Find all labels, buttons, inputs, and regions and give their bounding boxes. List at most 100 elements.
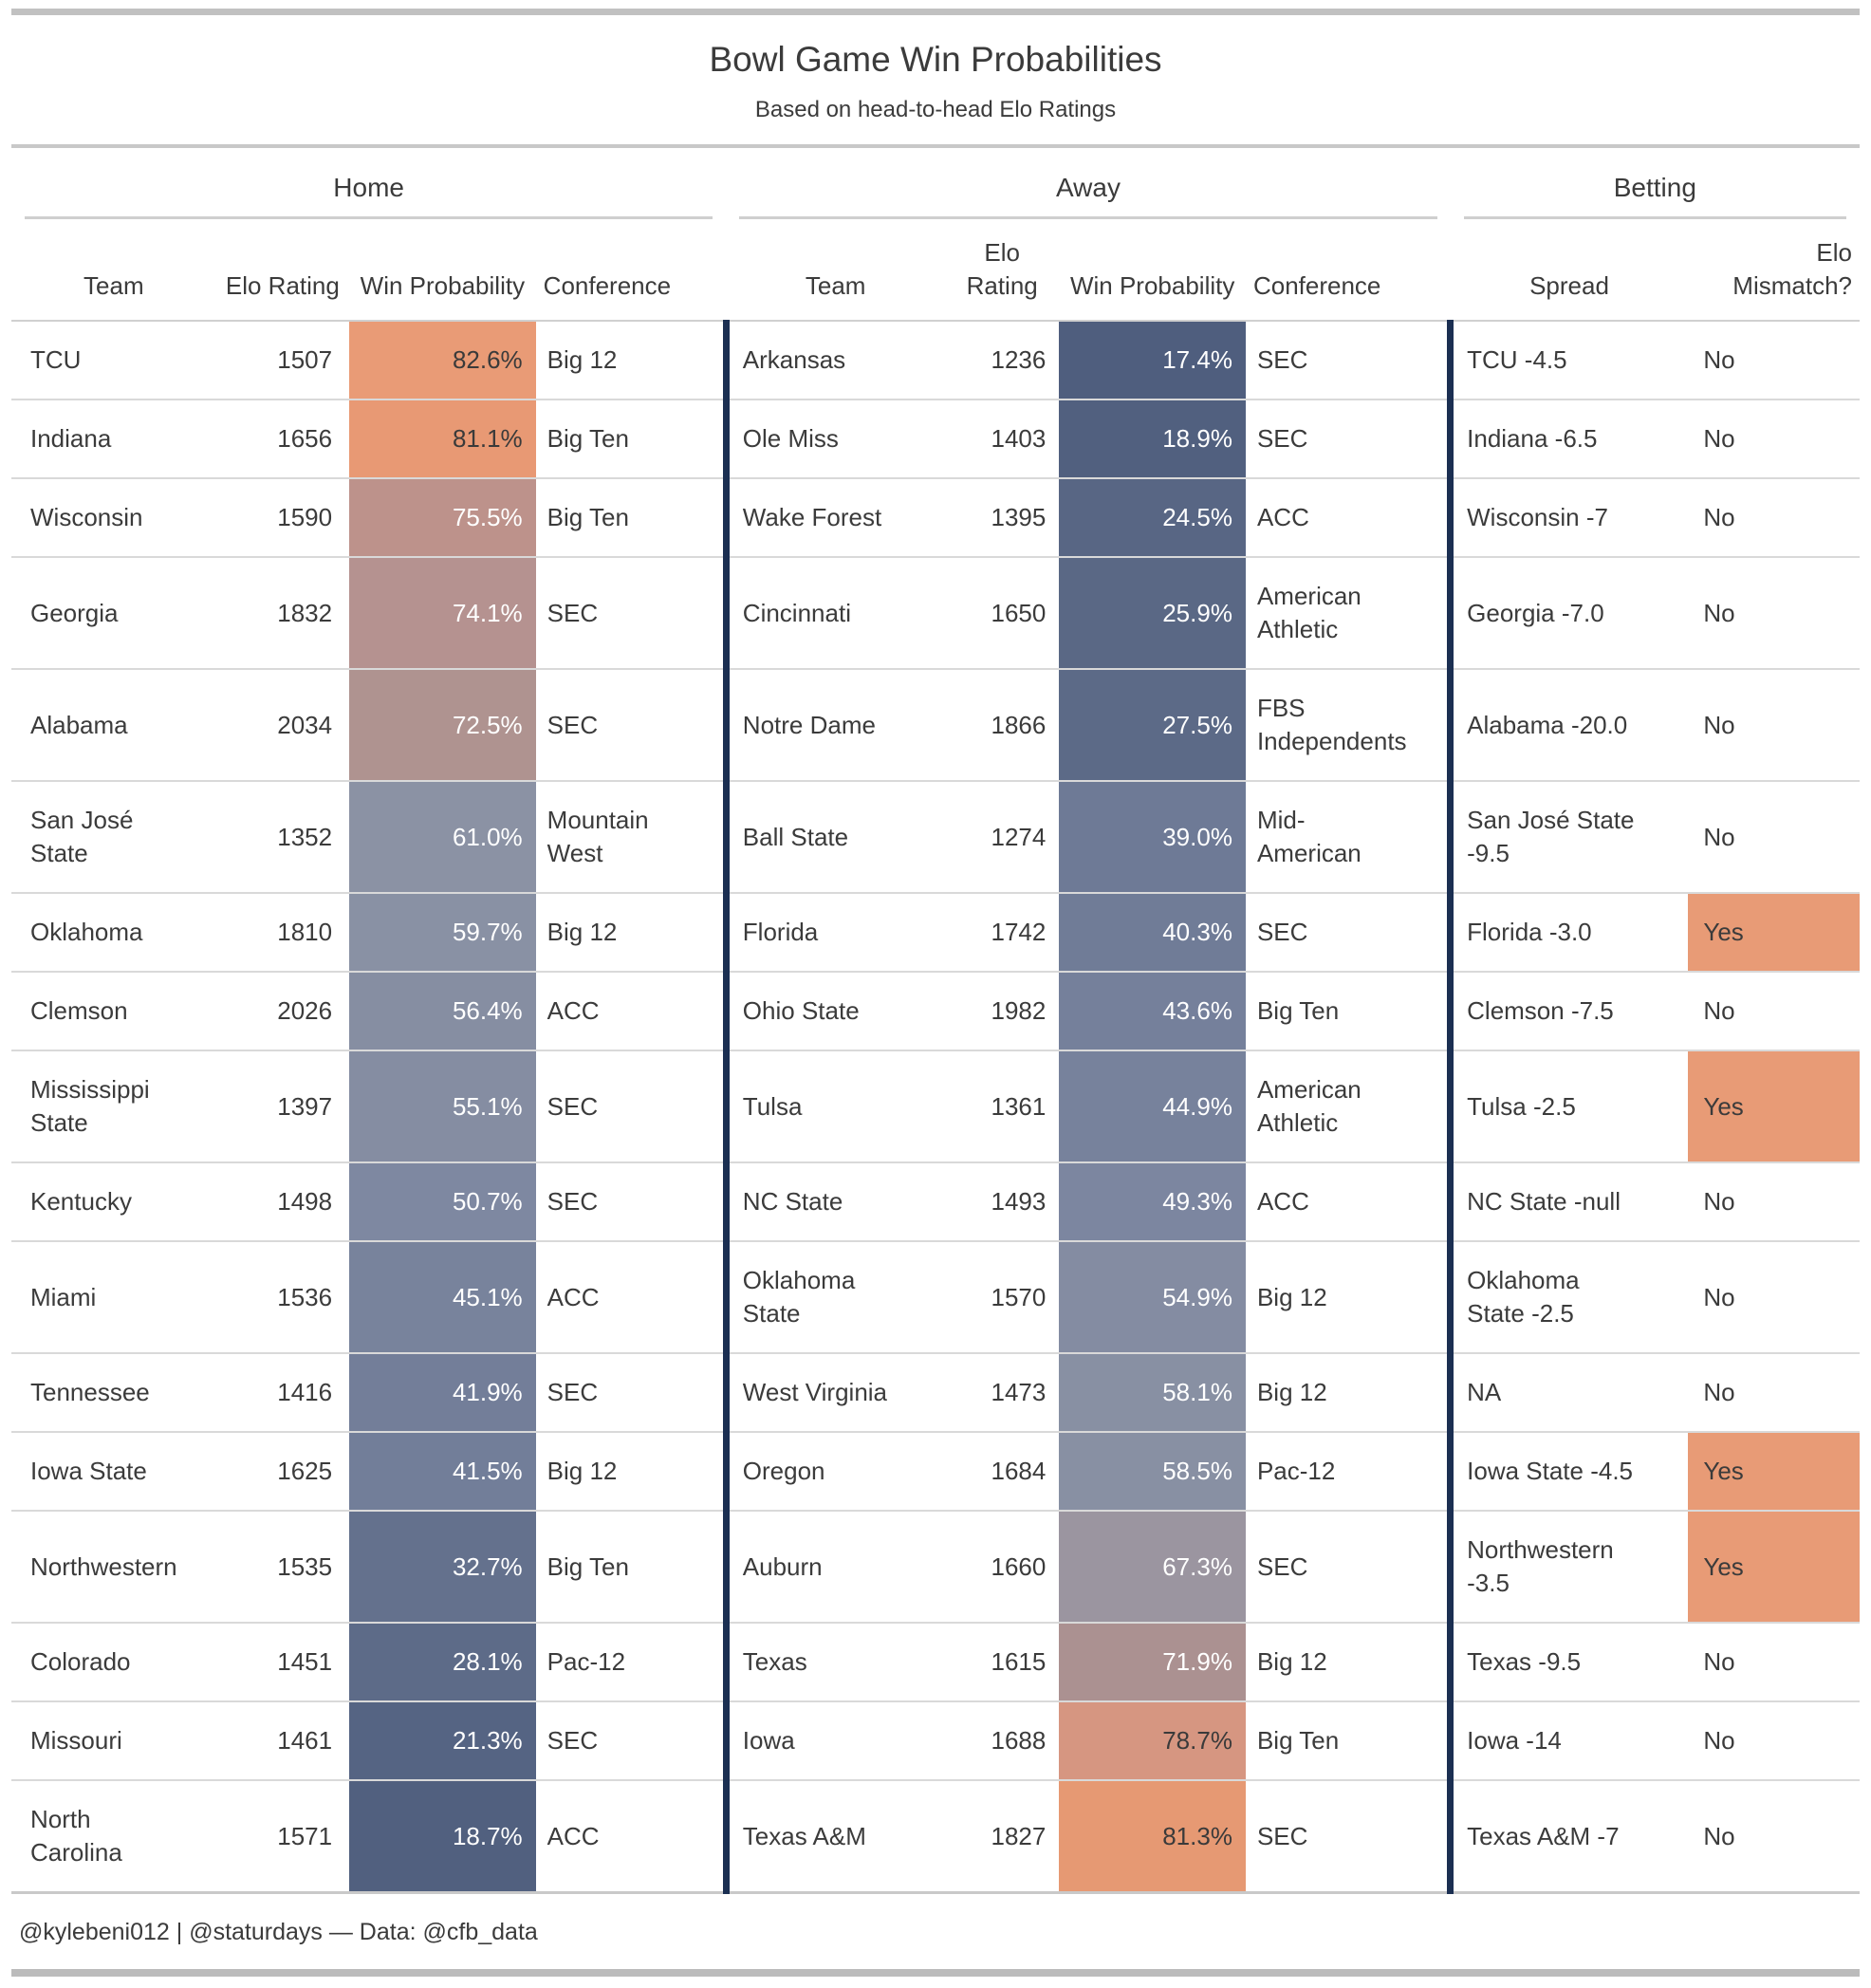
away-team-cell: Florida <box>722 892 945 973</box>
table-row: TCU 1507 82.6% Big 12 Arkansas 1236 17.4% SEC TC… <box>11 320 1860 400</box>
home-conference-cell: SEC <box>535 1700 727 1781</box>
home-win-probability-cell: 74.1% <box>349 556 536 670</box>
away-conference-cell: Big Ten <box>1245 971 1451 1051</box>
group-betting: Betting <box>1451 148 1860 219</box>
home-team-cell: TCU <box>11 320 216 400</box>
elo-mismatch-cell: No <box>1688 971 1860 1051</box>
elo-mismatch-cell: No <box>1688 1622 1860 1702</box>
elo-mismatch-cell: Yes <box>1688 1510 1860 1624</box>
elo-mismatch-cell: No <box>1688 477 1860 558</box>
home-elo-cell: 1461 <box>215 1700 350 1781</box>
home-win-probability-cell: 56.4% <box>349 971 536 1051</box>
home-win-probability-cell: 32.7% <box>349 1510 536 1624</box>
home-win-probability-cell: 41.5% <box>349 1431 536 1512</box>
spread-cell: NC State -null <box>1447 1161 1689 1242</box>
home-team-cell: Tennessee <box>11 1352 216 1433</box>
home-win-probability-cell: 72.5% <box>349 668 536 782</box>
home-win-probability-cell: 28.1% <box>349 1622 536 1702</box>
table-row: North Carolina 1571 18.7% ACC Texas A&M 1827 8… <box>11 1779 1860 1895</box>
away-team-cell: Wake Forest <box>722 477 945 558</box>
home-team-cell: San José State <box>11 780 216 894</box>
elo-mismatch-cell: Yes <box>1688 892 1860 973</box>
home-team-cell: Oklahoma <box>11 892 216 973</box>
top-border-bar <box>11 9 1860 15</box>
table-row: Tennessee 1416 41.9% SEC West Virginia 1473 58… <box>11 1352 1860 1433</box>
away-team-cell: NC State <box>722 1161 945 1242</box>
home-elo-cell: 1498 <box>215 1161 350 1242</box>
home-elo-cell: 1810 <box>215 892 350 973</box>
away-conference-cell: SEC <box>1245 399 1451 479</box>
away-conference-cell: SEC <box>1245 1510 1451 1624</box>
spread-cell: Texas -9.5 <box>1447 1622 1689 1702</box>
away-win-probability-cell: 81.3% <box>1059 1779 1246 1895</box>
away-win-probability-cell: 58.1% <box>1059 1352 1246 1433</box>
home-win-probability-cell: 45.1% <box>349 1240 536 1354</box>
table-row: Clemson 2026 56.4% ACC Ohio State 1982 43.6% Bi… <box>11 971 1860 1051</box>
home-elo-cell: 1397 <box>215 1050 350 1163</box>
spread-cell: Florida -3.0 <box>1447 892 1689 973</box>
table-row: Missouri 1461 21.3% SEC Iowa 1688 78.7% Big Ten… <box>11 1700 1860 1781</box>
away-elo-cell: 1982 <box>945 971 1060 1051</box>
col-header-home-elo: Elo Rating <box>215 219 350 323</box>
home-elo-cell: 2026 <box>215 971 350 1051</box>
spread-cell: TCU -4.5 <box>1447 320 1689 400</box>
away-team-cell: Arkansas <box>722 320 945 400</box>
away-win-probability-cell: 49.3% <box>1059 1161 1246 1242</box>
away-conference-cell: ACC <box>1245 477 1451 558</box>
table-row: Miami 1536 45.1% ACC Oklahoma State 1570 54.9%… <box>11 1240 1860 1354</box>
bowl-table: Home Away Betting Team Elo Rating Win Pr… <box>11 148 1860 1895</box>
table-body: TCU 1507 82.6% Big 12 Arkansas 1236 17.4% SEC TC… <box>11 320 1860 1895</box>
spread-cell: Oklahoma State -2.5 <box>1447 1240 1689 1354</box>
home-elo-cell: 1451 <box>215 1622 350 1702</box>
elo-mismatch-cell: No <box>1688 399 1860 479</box>
group-betting-label: Betting <box>1463 173 1846 219</box>
home-win-probability-cell: 55.1% <box>349 1050 536 1163</box>
away-elo-cell: 1361 <box>945 1050 1060 1163</box>
spread-cell: Indiana -6.5 <box>1447 399 1689 479</box>
col-header-elo-mismatch: Elo Mismatch? <box>1688 219 1860 323</box>
table-row: Northwestern 1535 32.7% Big Ten Auburn 1660 67… <box>11 1510 1860 1624</box>
home-team-cell: Clemson <box>11 971 216 1051</box>
away-conference-cell: American Athletic <box>1245 1050 1451 1163</box>
footer-credit: @kylebeni012 | @staturdays — Data: @cfb_… <box>19 1919 538 1945</box>
table-row: Kentucky 1498 50.7% SEC NC State 1493 49.3% ACC… <box>11 1161 1860 1242</box>
col-header-home-prob: Win Probability <box>349 219 536 323</box>
spread-cell: NA <box>1447 1352 1689 1433</box>
table-row: Wisconsin 1590 75.5% Big Ten Wake Forest 1395… <box>11 477 1860 558</box>
away-conference-cell: ACC <box>1245 1161 1451 1242</box>
spread-cell: Alabama -20.0 <box>1447 668 1689 782</box>
away-elo-cell: 1866 <box>945 668 1060 782</box>
table-row: Iowa State 1625 41.5% Big 12 Oregon 1684 58.5%… <box>11 1431 1860 1512</box>
away-win-probability-cell: 17.4% <box>1059 320 1246 400</box>
spread-cell: Iowa State -4.5 <box>1447 1431 1689 1512</box>
home-elo-cell: 2034 <box>215 668 350 782</box>
away-elo-cell: 1684 <box>945 1431 1060 1512</box>
spread-cell: Wisconsin -7 <box>1447 477 1689 558</box>
away-conference-cell: Big 12 <box>1245 1352 1451 1433</box>
col-header-home-conference: Conference <box>535 219 727 323</box>
home-conference-cell: ACC <box>535 1240 727 1354</box>
home-elo-cell: 1535 <box>215 1510 350 1624</box>
away-team-cell: Ole Miss <box>722 399 945 479</box>
home-team-cell: Colorado <box>11 1622 216 1702</box>
elo-mismatch-cell: No <box>1688 320 1860 400</box>
home-conference-cell: Big 12 <box>535 320 727 400</box>
away-team-cell: West Virginia <box>722 1352 945 1433</box>
home-win-probability-cell: 82.6% <box>349 320 536 400</box>
away-win-probability-cell: 58.5% <box>1059 1431 1246 1512</box>
col-header-spread: Spread <box>1450 219 1689 323</box>
bottom-border-bar <box>11 1969 1860 1977</box>
col-header-away-prob: Win Probability <box>1059 219 1246 323</box>
home-elo-cell: 1352 <box>215 780 350 894</box>
away-elo-cell: 1274 <box>945 780 1060 894</box>
away-elo-cell: 1615 <box>945 1622 1060 1702</box>
away-conference-cell: American Athletic <box>1245 556 1451 670</box>
home-conference-cell: ACC <box>535 1779 727 1895</box>
home-conference-cell: SEC <box>535 668 727 782</box>
away-elo-cell: 1473 <box>945 1352 1060 1433</box>
away-team-cell: Auburn <box>722 1510 945 1624</box>
group-away-label: Away <box>739 173 1437 219</box>
away-team-cell: Texas A&M <box>722 1779 945 1895</box>
group-home: Home <box>11 148 726 219</box>
